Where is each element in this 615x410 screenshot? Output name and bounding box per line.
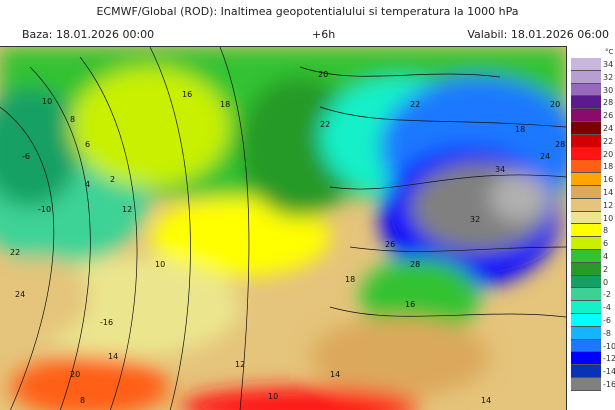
contour-label: 34 [495, 165, 505, 174]
legend-swatch [571, 134, 601, 148]
contour-label: 14 [481, 396, 491, 405]
legend-swatch [571, 96, 601, 110]
temperature-legend: °C 34 32 30 28 26 24 22 20 18 16 14 12 10 8 6 4 2 0 -2 -4 -6… [566, 46, 615, 410]
contour-label: 24 [540, 152, 550, 161]
legend-swatch [571, 250, 601, 263]
legend-swatch [571, 314, 601, 327]
legend-label: 14 [603, 188, 614, 197]
legend-swatch [571, 275, 601, 289]
legend-swatch [571, 224, 601, 238]
contour-label: 18 [220, 100, 230, 109]
legend-label: -2 [603, 290, 611, 300]
legend-label: 2 [603, 264, 609, 274]
legend-label: 34 [603, 60, 614, 69]
legend-swatch [571, 365, 601, 378]
legend-swatch [571, 352, 601, 366]
map-title: ECMWF/Global (ROD): Inaltimea geopotenti… [96, 5, 519, 18]
contour-label: 10 [155, 260, 165, 269]
contour-label: 18 [345, 275, 355, 284]
legend-swatch [571, 378, 601, 391]
legend-label: 6 [603, 239, 609, 249]
contour-label: 20 [550, 100, 560, 109]
legend-swatch [571, 147, 601, 161]
contour-label: 2 [110, 175, 115, 184]
legend-label: 8 [603, 226, 609, 236]
legend-swatch [571, 262, 601, 276]
forecast-step: +6h [312, 28, 336, 41]
contour-label: -6 [22, 152, 30, 161]
contour-label: 22 [10, 248, 20, 257]
legend-label: 16 [603, 175, 614, 185]
contour-label: 20 [70, 370, 80, 379]
contour-label: -10 [38, 205, 51, 214]
legend-label: -14 [603, 367, 615, 377]
contour-label: 20 [318, 70, 328, 79]
legend-label: 4 [603, 252, 609, 261]
contour-label: 24 [15, 290, 25, 299]
legend-label: 18 [603, 162, 614, 172]
contour-label: 8 [80, 396, 85, 405]
contour-label: 4 [85, 180, 90, 189]
legend-swatch [571, 186, 601, 199]
contour-label: 28 [410, 260, 420, 269]
legend-swatch [571, 83, 601, 97]
legend-label: -8 [603, 328, 611, 338]
legend-label: -10 [603, 341, 615, 351]
contour-label: 12 [235, 360, 245, 369]
contour-label: 8 [70, 115, 75, 124]
legend-label: 22 [603, 136, 614, 146]
base-time: Baza: 18.01.2026 00:00 [22, 28, 155, 41]
legend-swatch [571, 160, 601, 174]
legend-label: 28 [603, 98, 614, 108]
contour-label: 26 [385, 240, 395, 249]
legend-swatch [571, 70, 601, 84]
legend-label: -4 [603, 303, 611, 313]
contour-label: 22 [320, 120, 330, 129]
contour-label: 10 [268, 392, 278, 401]
contour-label: 16 [405, 300, 415, 309]
temperature-map: 10 8 6 4 2 -6 -10 22 24 -16 14 20 16 12 10 18 20 22 22 20 18… [0, 46, 566, 410]
legend-swatch [571, 288, 601, 302]
legend-label: 10 [603, 213, 614, 223]
legend-label: 32 [603, 72, 614, 82]
legend-label: -16 [603, 380, 615, 389]
contour-label: 14 [108, 352, 118, 361]
legend-swatch [571, 339, 601, 353]
legend-label: -12 [603, 354, 615, 364]
contour-label: 32 [470, 215, 480, 224]
legend-swatch [571, 211, 601, 225]
legend-swatch [571, 109, 601, 122]
contour-label: -16 [100, 318, 113, 327]
legend-swatch [571, 301, 601, 314]
legend-label: 26 [603, 111, 614, 121]
legend-swatch [571, 198, 601, 212]
contour-label: 14 [330, 370, 340, 379]
contour-label: 6 [85, 140, 90, 149]
legend-swatch [571, 122, 601, 135]
legend-swatch [571, 326, 601, 340]
legend-label: 30 [603, 85, 614, 95]
legend-label: 0 [603, 277, 609, 287]
legend-swatch [571, 58, 601, 71]
legend-label: 24 [603, 124, 614, 133]
contour-label: 22 [410, 100, 420, 109]
legend-swatch [571, 173, 601, 186]
contour-label: 10 [42, 97, 52, 106]
contour-label: 18 [515, 125, 525, 134]
contour-label: 12 [122, 205, 132, 214]
contour-label: 16 [182, 90, 192, 99]
legend-swatch [571, 237, 601, 250]
contour-label: 28 [555, 140, 565, 149]
valid-time: Valabil: 18.01.2026 06:00 [467, 28, 609, 41]
legend-unit: °C [605, 48, 614, 56]
legend-label: 12 [603, 200, 614, 210]
legend-label: 20 [603, 149, 614, 159]
legend-label: -6 [603, 316, 611, 325]
